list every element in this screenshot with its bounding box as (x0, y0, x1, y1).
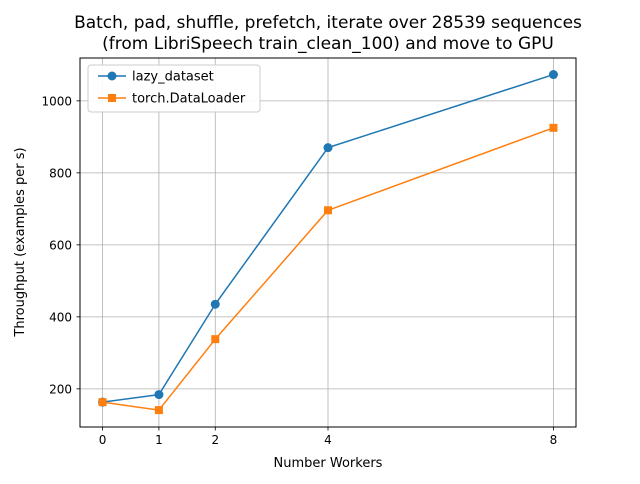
legend-label-lazy-dataset: lazy_dataset (132, 70, 214, 85)
data-point-lazy-dataset (154, 390, 164, 400)
legend-label-torch-dataloader: torch.DataLoader (132, 92, 246, 107)
legend-marker-torch-dataloader (108, 94, 116, 102)
y-axis-label: Throughput (examples per s) (13, 147, 28, 337)
data-point-torch-dataloader (154, 406, 163, 415)
x-tick-label: 1 (155, 433, 163, 447)
data-point-lazy-dataset (323, 143, 333, 153)
y-tick-label: 1000 (41, 94, 72, 108)
y-tick-label: 800 (49, 166, 72, 180)
x-tick-label: 8 (550, 433, 558, 447)
legend-entry-lazy-dataset: lazy_dataset (98, 70, 214, 85)
legend-entry-torch-dataloader: torch.DataLoader (98, 92, 246, 107)
grid-lines (80, 58, 576, 427)
x-axis-label: Number Workers (274, 456, 383, 471)
legend-marker-lazy-dataset (107, 71, 117, 81)
data-point-torch-dataloader (549, 123, 558, 132)
legend-box (87, 64, 261, 113)
y-tick-label: 600 (49, 238, 72, 252)
data-point-torch-dataloader (211, 335, 220, 344)
data-point-torch-dataloader (324, 206, 332, 215)
x-tick-label: 4 (324, 433, 332, 447)
series-layer (98, 70, 558, 415)
legend: lazy_dataset torch.DataLoader (87, 64, 261, 113)
chart-title-line-1: Batch, pad, shuffle, prefetch, iterate o… (74, 13, 582, 33)
chart-title-line-2: (from LibriSpeech train_clean_100) and m… (102, 34, 554, 54)
data-point-lazy-dataset (210, 299, 220, 309)
x-tick-label: 0 (99, 433, 107, 447)
data-point-lazy-dataset (548, 70, 558, 80)
data-point-torch-dataloader (98, 398, 107, 407)
axis-ticks: 0 1 2 4 8 200 400 600 800 1000 (41, 94, 557, 447)
y-tick-label: 400 (49, 310, 72, 324)
x-tick-label: 2 (211, 433, 219, 447)
y-tick-label: 200 (49, 382, 72, 396)
